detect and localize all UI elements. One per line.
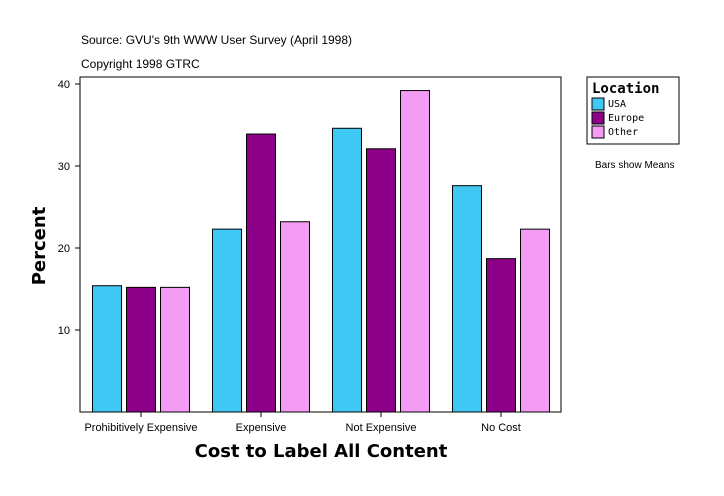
- y-axis-label: Percent: [29, 206, 50, 285]
- bar-usa-3: [332, 127, 362, 413]
- legend: Location USA Europe Other: [586, 76, 680, 145]
- plot-area: 10 20 30 40 Prohibitively Expensive Expensive…: [58, 76, 562, 434]
- bar-usa-2: [212, 228, 242, 413]
- legend-swatch-europe: [591, 111, 605, 125]
- legend-swatch-usa: [591, 97, 605, 111]
- bar-other-2: [280, 221, 310, 413]
- bar-other-3: [400, 90, 430, 413]
- bars-note: Bars show Means: [595, 160, 674, 171]
- y-tick-label: 40: [58, 79, 70, 91]
- x-tick-label: No Cost: [481, 422, 521, 434]
- bar-europe-1: [126, 286, 156, 413]
- source-caption: Source: GVU's 9th WWW User Survey (April…: [81, 33, 352, 47]
- legend-label-usa: USA: [608, 99, 626, 110]
- legend-title: Location: [592, 81, 659, 97]
- bar-usa-4: [452, 185, 482, 413]
- x-tick-label: Expensive: [236, 422, 287, 434]
- bar-other-4: [520, 228, 550, 413]
- legend-label-europe: Europe: [608, 113, 644, 124]
- bar-europe-3: [366, 148, 396, 413]
- legend-label-other: Other: [608, 127, 638, 138]
- x-tick-label: Not Expensive: [346, 422, 417, 434]
- bar-europe-2: [246, 133, 276, 413]
- bar-europe-4: [486, 258, 516, 413]
- y-tick-label: 20: [58, 243, 70, 255]
- bar-usa-1: [92, 285, 122, 413]
- bar-other-1: [160, 286, 190, 413]
- x-tick-label: Prohibitively Expensive: [84, 422, 197, 434]
- y-tick-label: 10: [58, 325, 70, 337]
- y-tick-label: 30: [58, 161, 70, 173]
- legend-swatch-other: [591, 125, 605, 139]
- x-axis-label: Cost to Label All Content: [195, 441, 448, 462]
- copyright-caption: Copyright 1998 GTRC: [81, 57, 200, 71]
